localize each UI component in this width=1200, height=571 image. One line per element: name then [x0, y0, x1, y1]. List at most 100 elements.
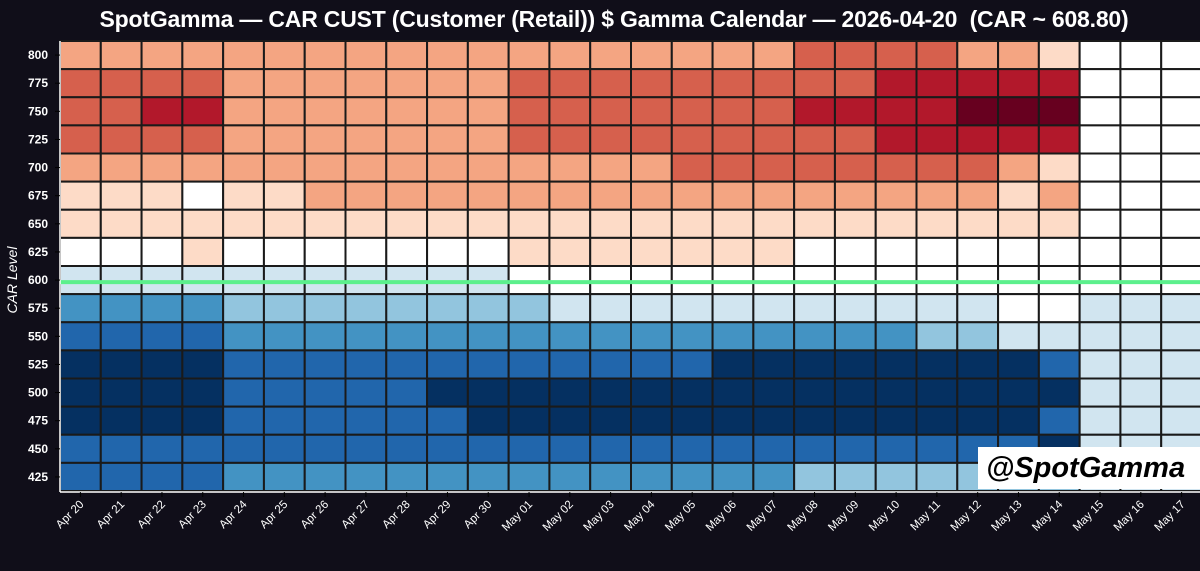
x-tick-label: May 13	[989, 499, 1024, 534]
heatmap-cell	[507, 321, 551, 352]
heatmap-cell	[1119, 96, 1163, 127]
heatmap-cell	[385, 293, 429, 324]
heatmap-cell	[1037, 180, 1081, 211]
heatmap-cell	[833, 377, 877, 408]
heatmap-cell	[711, 321, 755, 352]
heatmap-cell	[466, 180, 510, 211]
heatmap-cell	[589, 40, 633, 71]
heatmap-cell	[507, 208, 551, 239]
heatmap-cell	[833, 180, 877, 211]
heatmap-cell	[630, 96, 673, 127]
heatmap-cell	[222, 124, 265, 155]
heatmap-cell	[1078, 180, 1122, 211]
heatmap-cell	[385, 208, 429, 239]
heatmap-cell	[344, 461, 388, 492]
heatmap-cell	[507, 180, 551, 211]
heatmap-cell	[1078, 293, 1122, 324]
heatmap-cell	[385, 349, 429, 380]
heatmap-cell	[711, 377, 755, 408]
heatmap-cell	[1119, 405, 1163, 436]
heatmap-cell	[630, 293, 673, 324]
heatmap-cell	[140, 40, 184, 71]
heatmap-cell	[385, 405, 429, 436]
heatmap-cell	[426, 124, 469, 155]
y-tick-label: 725	[28, 132, 48, 146]
heatmap-cell	[711, 96, 755, 127]
heatmap-cell	[793, 433, 836, 464]
heatmap-cell	[99, 40, 143, 71]
heatmap-cell	[59, 96, 102, 127]
heatmap-cell	[99, 124, 143, 155]
heatmap-cell	[262, 68, 306, 99]
heatmap-cell	[997, 124, 1040, 155]
y-tick-label: 600	[28, 273, 48, 287]
heatmap-cell	[874, 461, 918, 492]
heatmap-cell	[303, 461, 347, 492]
heatmap-cell	[385, 236, 429, 267]
x-tick-label: May 05	[663, 499, 698, 534]
heatmap-cell	[548, 180, 592, 211]
heatmap-cell	[140, 349, 184, 380]
heatmap-cell	[874, 208, 918, 239]
heatmap-cell	[140, 180, 184, 211]
heatmap-cell	[670, 293, 714, 324]
heatmap-cell	[181, 293, 225, 324]
heatmap-cell	[793, 405, 836, 436]
heatmap-cell	[1037, 377, 1081, 408]
heatmap-cell	[59, 68, 102, 99]
heatmap-cell	[793, 236, 836, 267]
heatmap-cell	[1119, 321, 1163, 352]
heatmap-cell	[99, 405, 143, 436]
heatmap-cell	[99, 68, 143, 99]
heatmap-cell	[344, 40, 388, 71]
heatmap-cell	[752, 68, 796, 99]
x-tick-label: May 14	[1030, 498, 1066, 534]
heatmap-cell	[915, 180, 959, 211]
heatmap-cell	[956, 68, 1000, 99]
heatmap-cell	[426, 68, 469, 99]
heatmap-cell	[793, 40, 836, 71]
heatmap-cell	[385, 152, 429, 183]
heatmap-cell	[426, 40, 469, 71]
heatmap-cell	[1160, 236, 1200, 267]
heatmap-cell	[548, 40, 592, 71]
heatmap-cell	[711, 405, 755, 436]
heatmap-cell	[59, 40, 102, 71]
heatmap-cell	[915, 321, 959, 352]
heatmap-cell	[711, 180, 755, 211]
heatmap-cell	[426, 321, 469, 352]
heatmap-cell	[426, 405, 469, 436]
y-tick-label: 775	[28, 76, 48, 90]
heatmap-cell	[956, 293, 1000, 324]
heatmap-cell	[222, 293, 265, 324]
heatmap-cell	[507, 124, 551, 155]
heatmap-cell	[1160, 293, 1200, 324]
heatmap-cell	[833, 236, 877, 267]
x-tick-label: Apr 25	[258, 499, 290, 531]
heatmap-cell	[548, 433, 592, 464]
heatmap-cell	[181, 180, 225, 211]
y-tick-label: 650	[28, 217, 48, 231]
heatmap-cell	[793, 293, 836, 324]
heatmap-cell	[956, 124, 1000, 155]
heatmap-cell	[262, 96, 306, 127]
heatmap-cell	[1078, 68, 1122, 99]
heatmap-cell	[426, 461, 469, 492]
heatmap-cell	[1078, 405, 1122, 436]
heatmap-cell	[426, 180, 469, 211]
heatmap-cell	[466, 236, 510, 267]
heatmap-cell	[344, 236, 388, 267]
heatmap-cell	[59, 433, 102, 464]
heatmap-cell	[874, 68, 918, 99]
heatmap-cell	[670, 68, 714, 99]
heatmap-cell	[833, 208, 877, 239]
heatmap-cell	[222, 40, 265, 71]
heatmap-cell	[548, 152, 592, 183]
x-tick-label: May 07	[745, 499, 780, 534]
heatmap-cell	[833, 152, 877, 183]
heatmap-cell	[874, 40, 918, 71]
heatmap-cell	[670, 40, 714, 71]
heatmap-cell	[711, 349, 755, 380]
x-tick-label: May 04	[622, 498, 658, 534]
heatmap-cell	[711, 461, 755, 492]
